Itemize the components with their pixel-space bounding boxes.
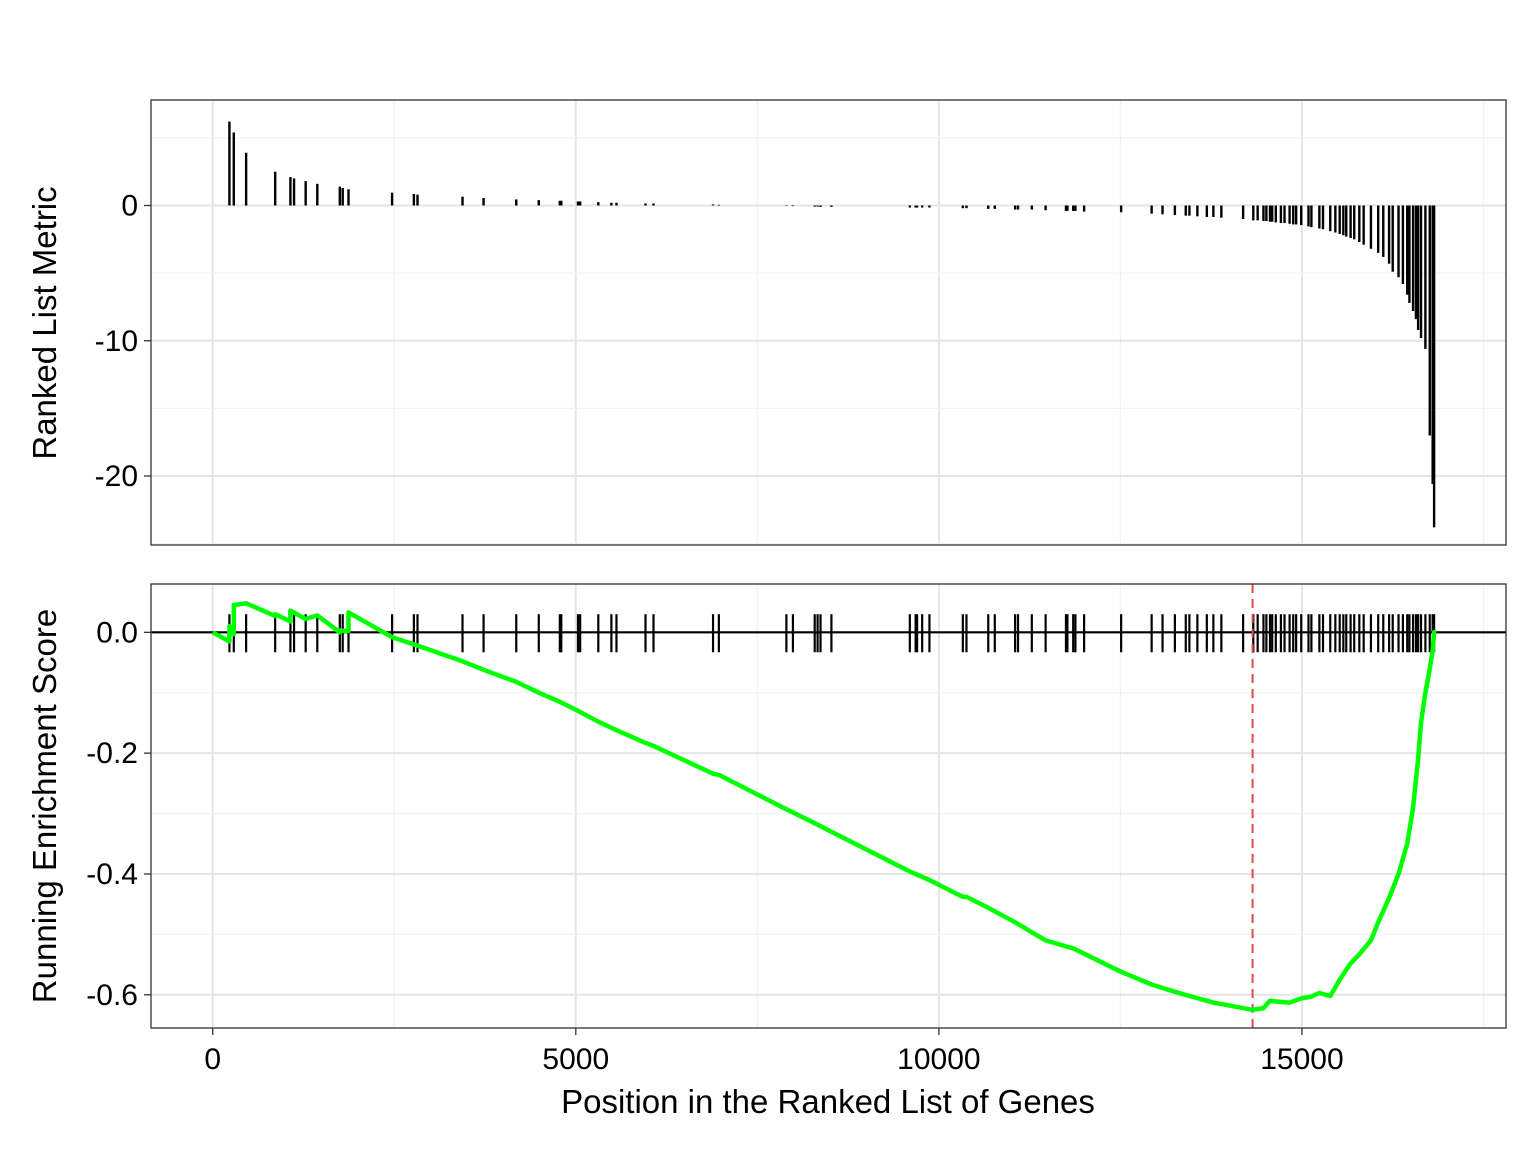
ranked-metric-y-axis-title: Ranked List Metric: [26, 186, 63, 459]
running-es-x-ticks: 0 5000 10000 15000: [204, 1028, 1344, 1076]
running-es-panel-border: [150, 583, 1507, 1029]
x-tick-label: 10000: [897, 1043, 980, 1076]
running-es-y-tick-label: 0.0: [96, 616, 138, 649]
running-es-y-tick-label: -0.2: [86, 737, 138, 770]
running-es-y-axis-title: Running Enrichment Score: [26, 609, 63, 1003]
running-es-y-tick-label: -0.4: [86, 858, 138, 891]
ranked-metric-y-tick-label: 0: [121, 190, 138, 223]
ranked-metric-grid: [151, 100, 1506, 545]
running-es-y-ticks: 0.0 -0.2 -0.4 -0.6: [86, 616, 151, 1012]
running-es-line: [211, 601, 1437, 1013]
x-axis-title: Position in the Ranked List of Genes: [561, 1083, 1095, 1120]
running-enrichment-panel: 0.0 -0.2 -0.4 -0.6 0 5000 10000 15000 Running …: [26, 583, 1507, 1120]
ranked-metric-bars: [228, 121, 1436, 528]
x-tick-label: 5000: [542, 1043, 609, 1076]
running-es-y-tick-label: -0.6: [86, 979, 138, 1012]
ranked-metric-y-tick-label: -20: [95, 460, 138, 493]
ranked-metric-panel-border: [150, 99, 1507, 546]
ranked-metric-y-ticks: 0 -10 -20: [95, 190, 151, 493]
ranked-list-metric-panel: 0 -10 -20 Ranked List Metric: [26, 99, 1507, 546]
ranked-metric-y-tick-label: -10: [95, 325, 138, 358]
x-tick-label: 0: [204, 1043, 221, 1076]
x-tick-label: 15000: [1260, 1043, 1343, 1076]
running-es-grid: [151, 584, 1506, 1028]
